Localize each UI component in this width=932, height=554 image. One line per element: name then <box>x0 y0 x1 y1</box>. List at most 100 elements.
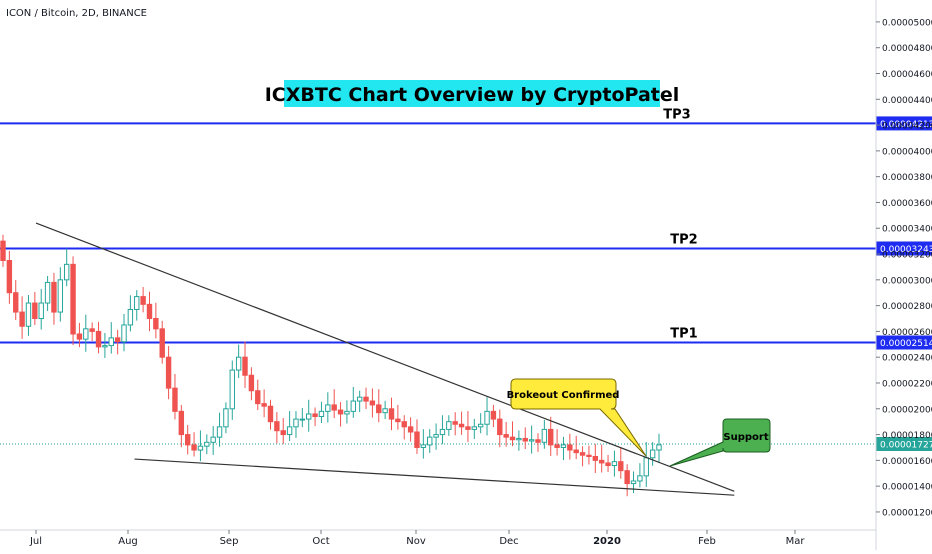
candle-down <box>554 444 560 448</box>
x-tick-label: Sep <box>220 536 239 547</box>
candle-up <box>223 408 229 428</box>
candle-down <box>503 434 509 438</box>
candle-down <box>242 356 248 376</box>
candle-up <box>528 439 535 442</box>
candle-down <box>248 374 255 392</box>
candle-down <box>452 421 458 425</box>
candle-up <box>286 426 293 436</box>
level-label-tp3: TP3 <box>663 107 690 122</box>
candle-up <box>44 281 51 304</box>
candle-up <box>325 404 331 412</box>
candle-down <box>178 410 185 436</box>
candle-up <box>656 444 662 451</box>
candle-up <box>229 369 235 410</box>
level-label-tp1: TP1 <box>670 327 697 342</box>
candle-up <box>344 410 350 415</box>
y-tick-label: 0.00003200 <box>882 251 932 261</box>
candle-down <box>19 311 25 327</box>
candle-down <box>32 302 38 320</box>
candle-down <box>255 390 261 405</box>
candle-up <box>210 436 216 443</box>
candle-down <box>605 462 611 467</box>
candle-down <box>567 444 573 451</box>
x-tick-label: Mar <box>786 536 806 547</box>
candle-up <box>63 263 70 281</box>
candle-down <box>497 418 503 436</box>
level-price-label: 0.00002514 <box>880 339 932 349</box>
candle-down <box>89 328 95 332</box>
x-tick-label: 2020 <box>593 536 621 547</box>
title-background <box>284 80 660 107</box>
level-price-tag <box>876 241 932 256</box>
candle-down <box>267 405 274 423</box>
y-tick-label: 0.00004600 <box>882 70 932 80</box>
candle-up <box>643 457 649 477</box>
candle-down <box>458 423 465 428</box>
y-tick-label: 0.00004400 <box>882 96 932 106</box>
candle-down <box>0 240 6 261</box>
candle-up <box>350 400 356 412</box>
candle-up <box>293 418 299 428</box>
candle-down <box>465 426 471 430</box>
last-price-tag <box>876 436 932 451</box>
candle-up <box>630 480 637 485</box>
candle-down <box>184 434 191 446</box>
y-tick-label: 0.00003600 <box>882 199 932 209</box>
candle-down <box>280 430 286 436</box>
y-tick-label: 0.00002200 <box>882 379 932 389</box>
candle-down <box>395 418 401 423</box>
candle-down <box>586 454 592 457</box>
candle-down <box>522 437 528 442</box>
candle-down <box>6 259 13 294</box>
last-price-label: 0.00001727 <box>880 440 932 450</box>
candle-up <box>134 296 140 310</box>
x-tick-label: Feb <box>698 536 716 547</box>
candle-down <box>146 303 153 320</box>
candle-down <box>337 409 344 415</box>
x-tick-label: Nov <box>406 536 426 547</box>
candle-down <box>624 470 630 485</box>
candle-up <box>121 324 127 343</box>
candle-up <box>57 279 64 313</box>
support-callout-bubble <box>669 418 771 467</box>
candle-up <box>127 308 134 326</box>
y-tick-label: 0.00002400 <box>882 354 932 364</box>
candle-up <box>318 410 325 418</box>
level-price-label: 0.00004213 <box>880 120 932 130</box>
candle-up <box>204 441 210 447</box>
level-price-tag <box>876 116 932 131</box>
breakout-callout-label: Brokeout Confirmed <box>507 390 620 401</box>
candle-down <box>95 330 102 348</box>
candle-up <box>433 434 439 438</box>
y-tick-label: 0.00002000 <box>882 405 932 415</box>
candle-up <box>611 461 618 467</box>
candle-down <box>535 439 541 443</box>
candle-up <box>299 418 306 421</box>
candle-down <box>114 337 121 343</box>
candle-up <box>439 428 446 436</box>
candle-down <box>509 436 516 441</box>
candle-up <box>197 445 204 451</box>
candle-up <box>102 345 108 348</box>
candle-up <box>216 426 223 438</box>
candle-down <box>172 387 178 412</box>
y-tick-label: 0.00001600 <box>882 457 932 467</box>
symbol-label: ICON / Bitcoin, 2D, BINANCE <box>6 8 147 19</box>
y-tick-label: 0.00001400 <box>882 483 932 493</box>
wedge-lower-trendline <box>134 458 735 496</box>
candle-down <box>618 461 624 472</box>
candle-up <box>471 426 478 430</box>
candle-down <box>592 455 599 461</box>
wedge-upper-trendline <box>35 222 735 492</box>
level-price-tag <box>876 335 932 350</box>
candle-up <box>25 302 32 327</box>
candle-up <box>306 413 312 420</box>
y-tick-label: 0.00003800 <box>882 173 932 183</box>
y-tick-label: 0.00003000 <box>882 276 932 286</box>
candle-down <box>159 328 165 358</box>
candle-down <box>165 356 172 389</box>
candle-up <box>649 449 656 459</box>
candle-up <box>446 421 452 430</box>
